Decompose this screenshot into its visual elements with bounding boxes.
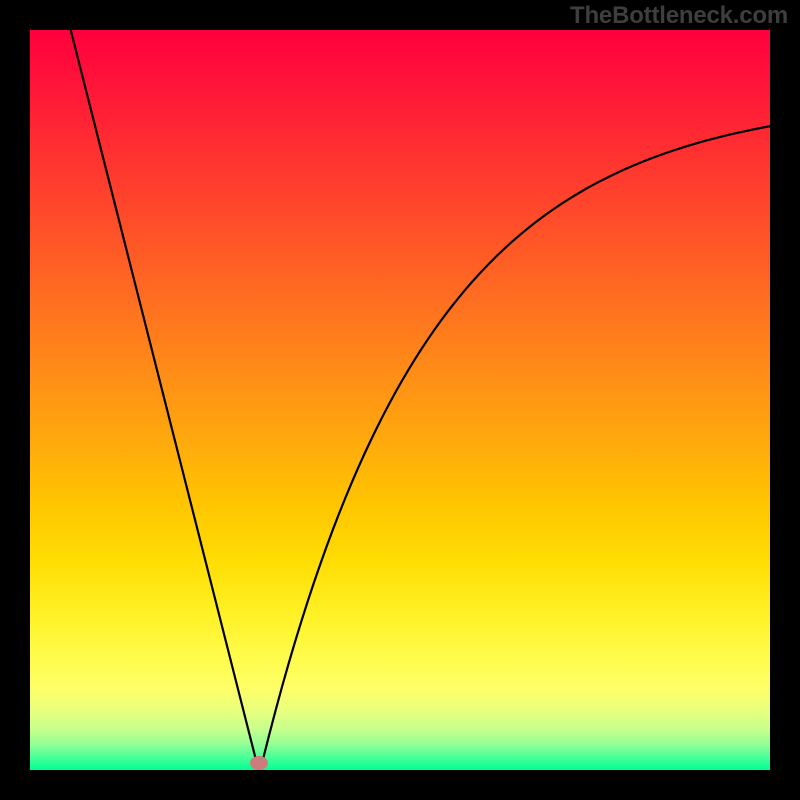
curve-path: [71, 30, 770, 762]
bottleneck-curve: [30, 30, 770, 770]
plot-area: [30, 30, 770, 770]
watermark-text: TheBottleneck.com: [570, 2, 788, 30]
optimal-point-marker: [250, 756, 268, 770]
chart-container: TheBottleneck.com: [0, 0, 800, 800]
